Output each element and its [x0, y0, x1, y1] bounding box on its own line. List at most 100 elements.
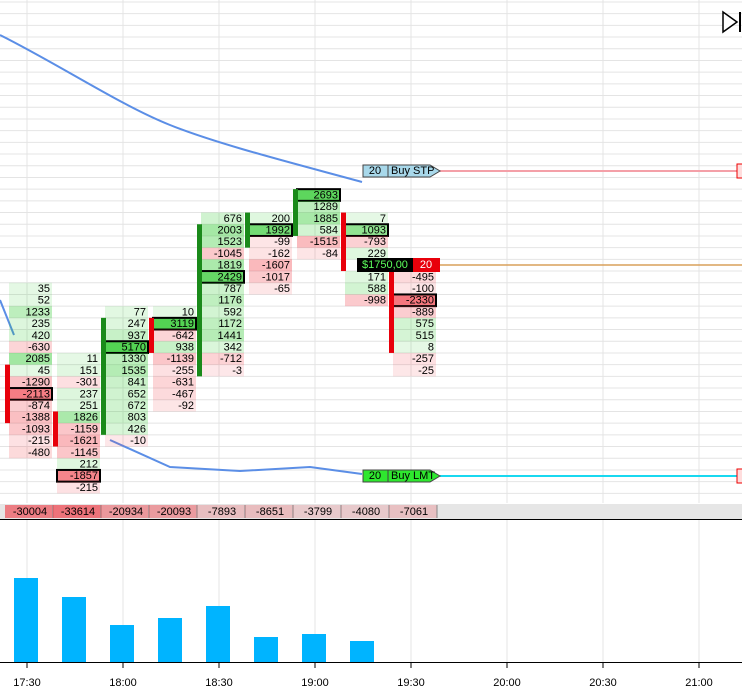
delta-value: -33614 — [61, 506, 95, 518]
volume-bar — [254, 637, 278, 662]
cell-bg — [393, 329, 436, 342]
candle-body — [245, 212, 250, 248]
cell-value: 1441 — [218, 330, 242, 342]
cell-value: 1826 — [74, 412, 98, 424]
cell-bg — [105, 364, 148, 377]
order-cancel[interactable] — [736, 163, 742, 179]
cell-bg — [105, 399, 148, 412]
cell-bg — [201, 306, 244, 318]
cell-bg — [57, 434, 100, 447]
cell-value: 237 — [80, 388, 98, 400]
candle-body — [341, 212, 346, 272]
cell-value: 1535 — [122, 365, 146, 377]
cell-value: -84 — [322, 248, 338, 260]
cell-bg — [297, 212, 340, 225]
cell-bg — [201, 294, 244, 307]
cell-value: -215 — [76, 482, 98, 494]
delta-cell — [245, 505, 293, 518]
cell-bg — [249, 235, 292, 248]
cell-bg — [9, 411, 52, 424]
cell-value: -1290 — [22, 377, 50, 389]
cell-value: -1139 — [167, 353, 194, 365]
stop-order[interactable]: 20 Buy STP — [362, 164, 441, 178]
delta-value: -4080 — [352, 506, 380, 518]
cell-bg — [345, 294, 388, 307]
footprint-cells: 35521233235420-630208545-1290-2113-874-1… — [5, 188, 437, 494]
cell-value: 672 — [128, 400, 146, 412]
cell-bg — [249, 212, 292, 225]
delta-value: -7061 — [400, 506, 428, 518]
cell-value: 151 — [80, 365, 98, 377]
cell-value: -25 — [418, 365, 434, 377]
order-cancel[interactable] — [736, 468, 742, 484]
cell-value: -1621 — [70, 435, 98, 447]
cell-value: 8 — [428, 342, 434, 354]
cell-value: -215 — [28, 435, 50, 447]
cell-value: 342 — [224, 342, 242, 354]
cell-value: 77 — [134, 306, 146, 318]
delta-strip — [0, 504, 742, 519]
position-box — [413, 258, 440, 272]
cell-value: 588 — [368, 283, 386, 295]
cell-value: -162 — [268, 248, 290, 260]
cell-value: -874 — [28, 400, 50, 412]
cell-value: 235 — [32, 318, 50, 330]
cell-bg — [201, 317, 244, 330]
cell-bg — [105, 434, 148, 447]
cell-value: -998 — [364, 295, 386, 307]
time-label: 17:30 — [13, 677, 41, 689]
candle-body — [149, 317, 154, 353]
cell-value: 1885 — [314, 213, 338, 225]
cell-bg — [9, 364, 52, 377]
cell-value: 787 — [224, 283, 242, 295]
cell-value: -3 — [232, 365, 242, 377]
cell-bg — [57, 458, 100, 470]
cell-bg — [153, 329, 196, 342]
cell-value: 229 — [368, 248, 386, 260]
cell-bg — [153, 306, 196, 318]
time-label: 18:00 — [109, 677, 137, 689]
cell-bg — [153, 364, 196, 377]
cell-value: -642 — [172, 330, 194, 342]
limit-order[interactable]: 20 Buy LMT — [362, 469, 441, 483]
cell-bg — [9, 434, 52, 447]
cell-value: -1017 — [262, 271, 290, 283]
cell-value: 1523 — [218, 236, 242, 248]
cell-bg — [105, 352, 148, 365]
cell-value: -255 — [172, 365, 194, 377]
volume-bar — [14, 578, 38, 662]
cell-value: 1233 — [26, 306, 50, 318]
price-text: $1750,00 — [362, 259, 408, 271]
cell-value: -92 — [178, 400, 194, 412]
cell-value: -1515 — [310, 236, 338, 248]
cell-value: -1857 — [70, 470, 98, 482]
cell-value: 3119 — [170, 318, 194, 330]
cell-bg — [57, 376, 100, 389]
cell-value: 1819 — [218, 260, 242, 272]
cell-bg — [9, 294, 52, 307]
cell-value: -100 — [412, 283, 434, 295]
cell-bg — [345, 235, 388, 248]
cell-bg — [105, 317, 148, 330]
delta-value: -7893 — [208, 506, 236, 518]
cell-bg — [297, 247, 340, 260]
cell-bg — [201, 247, 244, 260]
delta-cell — [53, 505, 101, 518]
cell-bg — [9, 399, 52, 412]
cell-value: 52 — [38, 295, 50, 307]
cell-bg — [57, 352, 100, 365]
cell-bg — [9, 352, 52, 365]
scroll-end-button[interactable] — [722, 10, 741, 34]
cell-value: 200 — [272, 213, 290, 225]
price-label: $1750,00 20 — [357, 258, 440, 272]
cell-bg — [9, 317, 52, 330]
cell-value: -793 — [364, 236, 386, 248]
grid — [0, 0, 742, 662]
delta-row: -30004 -33614 -20934 -20093 -7893 -8651 -3799 -… — [5, 505, 438, 518]
cell-value: -1607 — [262, 260, 290, 272]
volume-panel — [14, 578, 374, 662]
cell-value: -99 — [274, 236, 290, 248]
cell-bg — [105, 306, 148, 318]
order-qty: 20 — [369, 470, 381, 482]
cell-bg — [249, 247, 292, 260]
